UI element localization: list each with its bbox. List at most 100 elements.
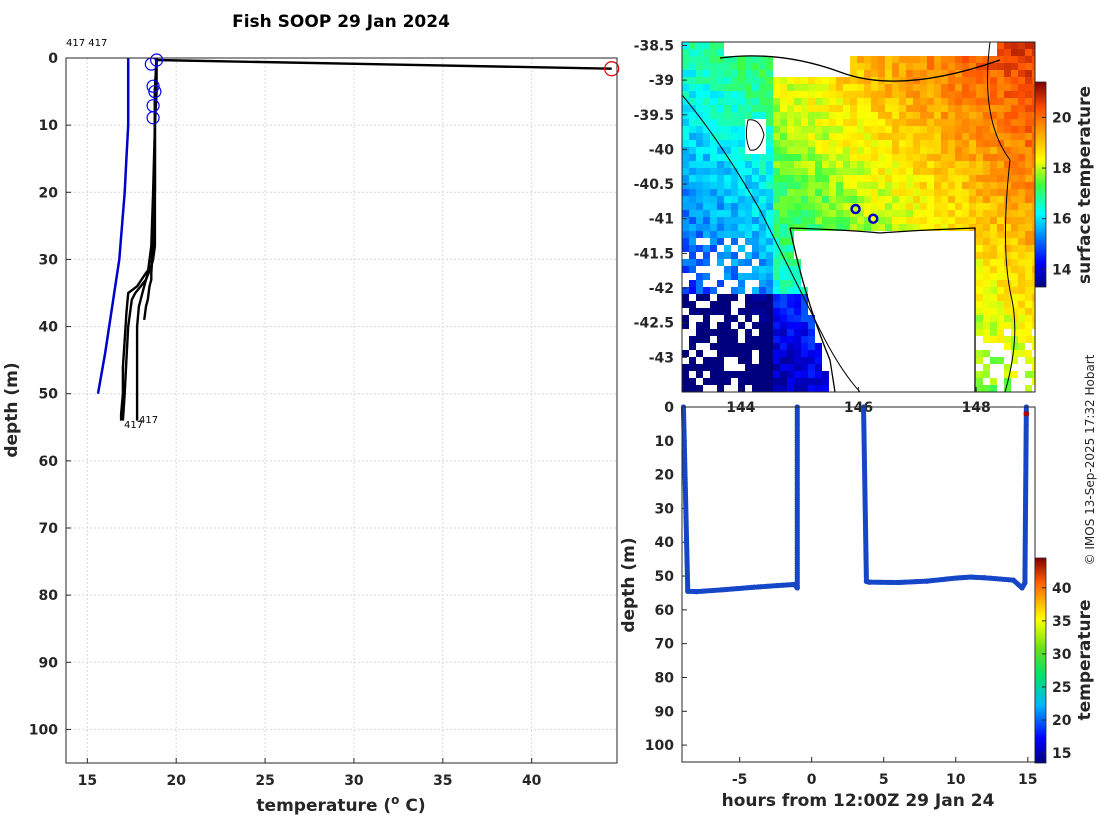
sst-cell [801, 105, 808, 112]
sst-cell [955, 224, 962, 231]
sst-cell [731, 210, 738, 217]
sst-cell [948, 126, 955, 133]
map-lat-tick-label: -41.5 [634, 246, 674, 262]
sst-cell [738, 154, 745, 161]
sst-cell [941, 70, 948, 77]
sst-cell [934, 203, 941, 210]
sst-cell [892, 182, 899, 189]
sst-cell [976, 322, 983, 329]
sst-cell [864, 105, 871, 112]
sst-cell [724, 322, 731, 329]
sst-cell [969, 63, 976, 70]
sst-cell [969, 140, 976, 147]
sst-cell [801, 378, 808, 385]
sst-cell [780, 133, 787, 140]
sst-cell [822, 182, 829, 189]
sst-cell [752, 63, 759, 70]
sst-cell [766, 77, 773, 84]
sst-cell [710, 119, 717, 126]
sst-cell [766, 56, 773, 63]
map-lat-tick-label: -43 [649, 350, 674, 366]
sst-cell [752, 217, 759, 224]
sst-cell [738, 259, 745, 266]
sst-cell [983, 350, 990, 357]
sst-cell [703, 42, 710, 49]
sst-cell [997, 196, 1004, 203]
sst-cell [1032, 189, 1035, 196]
sst-cell [864, 84, 871, 91]
sst-cell [997, 105, 1004, 112]
sst-cell [1011, 105, 1018, 112]
sst-cell [808, 350, 815, 357]
sst-cell [864, 154, 871, 161]
sst-cell [1018, 196, 1025, 203]
sst-cell [822, 126, 829, 133]
sst-cell [1025, 315, 1032, 322]
sst-cell [948, 98, 955, 105]
sst-cell [780, 301, 787, 308]
sst-cell [885, 224, 892, 231]
sst-cell [983, 203, 990, 210]
sst-cell [703, 203, 710, 210]
sst-cell [955, 84, 962, 91]
sst-cell [759, 259, 766, 266]
sst-cell [990, 329, 997, 336]
sst-cell [829, 105, 836, 112]
sst-cell [717, 238, 724, 245]
sst-cell [955, 182, 962, 189]
sst-cell [836, 140, 843, 147]
sst-cell [871, 105, 878, 112]
sst-cell [710, 210, 717, 217]
sst-cell [808, 224, 815, 231]
sst-cell [1025, 301, 1032, 308]
sst-cell [745, 301, 752, 308]
sst-cell [724, 77, 731, 84]
sst-cell [990, 266, 997, 273]
sst-cell [787, 371, 794, 378]
sst-cell [815, 133, 822, 140]
sst-cell [759, 182, 766, 189]
sst-cell [1025, 357, 1032, 364]
sst-cell [962, 91, 969, 98]
sst-cell [850, 112, 857, 119]
sst-cell [1018, 84, 1025, 91]
sst-cell [717, 371, 724, 378]
sst-cell [682, 203, 689, 210]
sst-cell [745, 371, 752, 378]
sst-cell [689, 119, 696, 126]
sst-cell [787, 259, 794, 266]
sst-cell [1004, 56, 1011, 63]
sst-cell [1032, 364, 1035, 371]
sst-cell [843, 105, 850, 112]
sst-cell [710, 364, 717, 371]
sst-cell [731, 266, 738, 273]
sst-cell [787, 301, 794, 308]
sst-cell [843, 210, 850, 217]
sst-cell [780, 168, 787, 175]
sst-cell [808, 196, 815, 203]
sst-cell [766, 161, 773, 168]
sst-cell [913, 70, 920, 77]
sst-cell [1025, 336, 1032, 343]
sst-cell [885, 140, 892, 147]
sst-cell [745, 336, 752, 343]
sst-cell [892, 70, 899, 77]
sst-cell [738, 203, 745, 210]
sst-cell [696, 91, 703, 98]
sst-cell [948, 224, 955, 231]
sst-cell [794, 301, 801, 308]
sst-colorbar-label: surface temperature [1075, 86, 1095, 284]
sst-cell [717, 119, 724, 126]
sst-cell [836, 126, 843, 133]
sst-cell [990, 77, 997, 84]
sst-cell [906, 91, 913, 98]
sst-cell [878, 168, 885, 175]
sst-cell [948, 154, 955, 161]
sst-cell [794, 343, 801, 350]
sst-cell [976, 126, 983, 133]
sst-cell [752, 231, 759, 238]
sst-cell [920, 119, 927, 126]
sst-cell [689, 77, 696, 84]
sst-cell [808, 315, 815, 322]
sst-cell [808, 217, 815, 224]
